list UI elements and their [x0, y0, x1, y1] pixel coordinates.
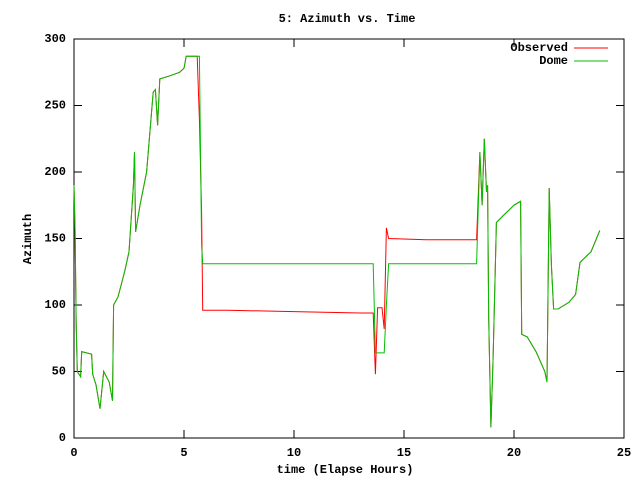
y-tick-label: 250: [44, 99, 66, 113]
x-tick-label: 10: [287, 446, 301, 460]
legend-label: Observed: [510, 41, 568, 55]
x-tick-label: 20: [507, 446, 521, 460]
y-tick-label: 50: [52, 365, 66, 379]
x-tick-label: 5: [180, 446, 187, 460]
y-tick-label: 300: [44, 32, 66, 46]
x-tick-label: 15: [397, 446, 411, 460]
chart-title: 5: Azimuth vs. Time: [279, 12, 416, 26]
series-line: [73, 55, 601, 428]
x-tick-label: 25: [617, 446, 631, 460]
y-tick-label: 0: [59, 431, 66, 445]
x-tick-label: 0: [70, 446, 77, 460]
x-axis-label: time (Elapse Hours): [277, 463, 414, 477]
legend-label: Dome: [539, 54, 568, 68]
y-tick-label: 100: [44, 298, 66, 312]
y-tick-label: 200: [44, 165, 66, 179]
y-axis-label: Azimuth: [21, 214, 35, 264]
y-tick-label: 150: [44, 232, 66, 246]
